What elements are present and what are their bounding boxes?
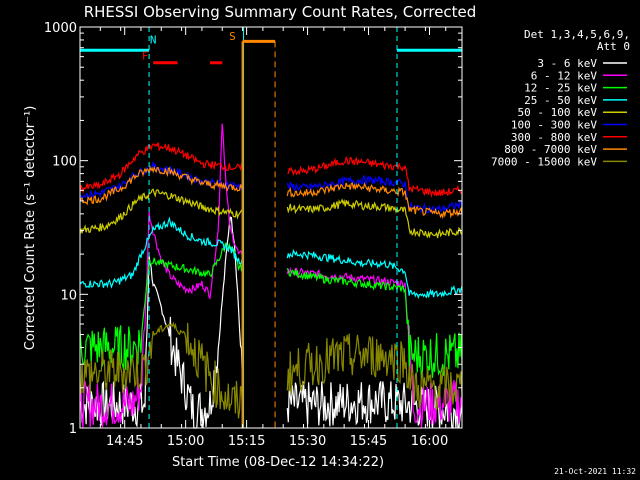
y-tick-label-3: 100 xyxy=(52,155,77,170)
x-tick-label-2: 15:00 xyxy=(167,434,204,449)
y-tick-label-2: 10 xyxy=(60,288,77,303)
legend-label-4: 25 - 50 keV xyxy=(524,94,597,107)
detector-info-line1: Det 1,3,4,5,6,9, xyxy=(524,28,630,41)
series-line-7 xyxy=(79,142,463,198)
y-tick-label-1: 1 xyxy=(69,422,77,437)
series-layer xyxy=(79,123,463,429)
legend-label-7: 300 - 800 keV xyxy=(511,131,597,144)
legend-label-1: 3 - 6 keV xyxy=(537,57,597,70)
x-tick-label-1: 14:45 xyxy=(106,434,143,449)
night-label: N xyxy=(150,34,157,47)
plot-frame xyxy=(79,26,463,429)
y-tick-label-4: 1000 xyxy=(44,21,77,36)
legend-label-6: 100 - 300 keV xyxy=(511,119,597,132)
legend-label-8: 800 - 7000 keV xyxy=(504,143,597,156)
series-line-5 xyxy=(79,188,463,239)
x-tick-label-3: 15:15 xyxy=(228,434,265,449)
saa-label: S xyxy=(229,30,236,43)
legend-label-9: 7000 - 15000 keV xyxy=(491,155,597,168)
legend-label-5: 50 - 100 keV xyxy=(518,106,598,119)
flare-label: F xyxy=(142,50,149,63)
y-axis-label: Corrected Count Rate (s⁻¹ detector⁻¹) xyxy=(23,106,38,351)
date-stamp: 21-Oct-2021 11:32 xyxy=(554,467,636,476)
legend-label-2: 6 - 12 keV xyxy=(531,69,598,82)
x-axis-label: Start Time (08-Dec-12 14:34:22) xyxy=(172,455,384,470)
series-line-8 xyxy=(79,165,463,220)
x-tick-label-6: 16:00 xyxy=(411,434,448,449)
series-line-3 xyxy=(79,242,463,379)
legend-label-3: 12 - 25 keV xyxy=(524,82,597,95)
x-tick-label-5: 15:45 xyxy=(350,434,387,449)
detector-info-line2: Att 0 xyxy=(597,40,630,53)
x-tick-label-4: 15:30 xyxy=(289,434,326,449)
series-line-9 xyxy=(79,321,463,419)
series-line-4 xyxy=(79,216,463,300)
axis-layer: 1 10 100 1000 14:45 15:00 15:15 15:30 15:45 16:00 xyxy=(44,21,463,449)
chart-title: RHESSI Observing Summary Count Rates, Co… xyxy=(84,3,477,21)
series-line-6 xyxy=(79,160,463,215)
